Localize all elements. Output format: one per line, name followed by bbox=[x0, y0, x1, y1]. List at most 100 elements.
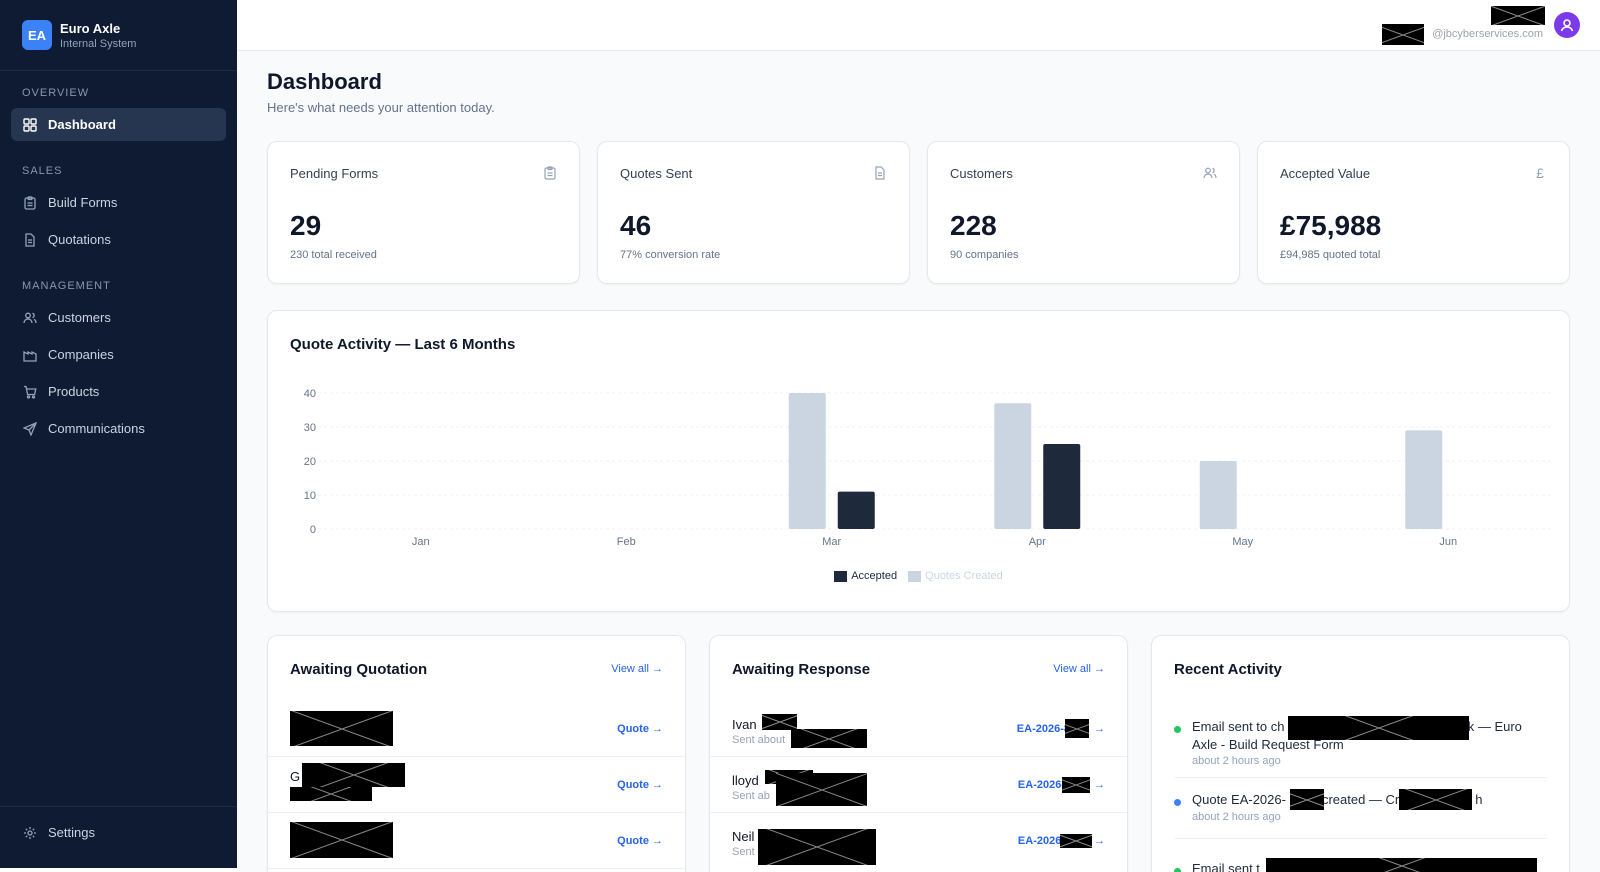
bar-quotes-created[interactable] bbox=[1405, 430, 1443, 529]
sidebar-item-label: Quotations bbox=[48, 232, 111, 247]
quote-activity-chart: 0 10 20 30 40 Jan Feb Mar Apr May Jun bbox=[304, 388, 1551, 548]
card-title: Recent Activity bbox=[1174, 661, 1282, 678]
redacted-email-prefix bbox=[1382, 24, 1424, 45]
y-tick-label: 20 bbox=[304, 456, 316, 468]
awaiting-quotation-card: Awaiting Quotation View all → s Quote → … bbox=[267, 635, 686, 872]
redacted-text bbox=[290, 822, 393, 858]
stat-card-pending-forms[interactable]: Pending Forms 29 230 total received bbox=[267, 141, 580, 284]
nav-section-overview: OVERVIEW bbox=[22, 87, 90, 99]
nav-section-management: MANAGEMENT bbox=[22, 280, 111, 292]
table-row[interactable]: Ivan Sent about EA-2026-8 → bbox=[710, 701, 1127, 757]
legend-swatch bbox=[834, 570, 848, 582]
building-icon bbox=[23, 350, 37, 362]
sidebar-item-label: Companies bbox=[48, 347, 114, 362]
stat-label: Quotes Sent bbox=[620, 166, 693, 181]
bar-accepted[interactable] bbox=[1043, 444, 1081, 529]
quote-link[interactable]: Quote → bbox=[617, 835, 663, 847]
table-row[interactable]: Quote → bbox=[268, 813, 685, 869]
quote-activity-chart-card: Quote Activity — Last 6 Months 0 10 20 30 40… bbox=[267, 310, 1570, 612]
sidebar: EA Euro Axle Internal System OVERVIEW Da… bbox=[0, 0, 237, 868]
stat-subtext: £94,985 quoted total bbox=[1280, 249, 1381, 261]
quote-link[interactable]: Quote → bbox=[617, 723, 663, 735]
redacted-text bbox=[1266, 858, 1537, 872]
row-name: Neil bbox=[732, 829, 755, 844]
clipboard-icon bbox=[544, 166, 556, 180]
sidebar-item-label: Build Forms bbox=[48, 195, 118, 210]
brand[interactable]: EA Euro Axle Internal System bbox=[0, 0, 237, 71]
sidebar-item-quotations[interactable]: Quotations bbox=[11, 223, 226, 256]
sidebar-item-products[interactable]: Products bbox=[11, 375, 226, 408]
quote-ref-link[interactable]: EA-2026- bbox=[1017, 835, 1065, 847]
x-tick-label: Feb bbox=[617, 536, 636, 548]
stat-card-accepted-value[interactable]: Accepted Value £ £75,988 £94,985 quoted … bbox=[1257, 141, 1570, 284]
grid-icon bbox=[23, 117, 37, 132]
chart-legend: Accepted Quotes Created bbox=[268, 570, 1569, 585]
view-all-link[interactable]: View all → bbox=[611, 663, 663, 675]
table-row[interactable]: Neil Sent EA-2026- → bbox=[710, 813, 1127, 869]
y-tick-label: 0 bbox=[310, 524, 316, 536]
document-icon bbox=[25, 232, 35, 247]
activity-text-mid: created — Cr bbox=[1321, 792, 1400, 807]
sidebar-item-label: Dashboard bbox=[48, 117, 116, 132]
gear-icon bbox=[24, 826, 36, 839]
arrow-right-icon[interactable]: → bbox=[1094, 723, 1105, 735]
card-title: Awaiting Quotation bbox=[290, 661, 428, 678]
quote-ref-link[interactable]: EA-2026-8 bbox=[1016, 723, 1070, 735]
activity-text: Email sent to ch uk — Euro Axle - Build R… bbox=[1192, 718, 1547, 754]
stat-subtext: 77% conversion rate bbox=[620, 249, 721, 261]
quote-link[interactable]: Quote → bbox=[617, 779, 663, 791]
sidebar-item-label: Customers bbox=[48, 310, 111, 325]
sidebar-item-companies[interactable]: Companies bbox=[11, 338, 226, 371]
redacted-text bbox=[302, 763, 405, 787]
quote-ref-link[interactable]: EA-2026- bbox=[1017, 779, 1065, 791]
bar-quotes-created[interactable] bbox=[994, 403, 1032, 529]
redacted-username bbox=[1491, 6, 1545, 25]
redacted-text bbox=[1290, 789, 1324, 810]
table-row[interactable]: lloyd Sent ab EA-2026- → bbox=[710, 757, 1127, 813]
status-dot bbox=[1174, 726, 1181, 733]
bar-accepted[interactable] bbox=[837, 491, 875, 529]
row-name: lloyd bbox=[732, 773, 759, 788]
redacted-text bbox=[758, 829, 876, 865]
user-email: @jbcyberservices.com bbox=[1432, 28, 1543, 40]
legend-label: Accepted bbox=[851, 570, 898, 582]
activity-item[interactable]: Email sent to ch uk — Euro Axle - Build R… bbox=[1174, 716, 1547, 778]
activity-item[interactable]: Email sent t bbox=[1174, 858, 1547, 872]
chart-title: Quote Activity — Last 6 Months bbox=[290, 336, 516, 353]
table-row[interactable]: s Quote → bbox=[268, 701, 685, 757]
row-subtext: Sent bbox=[732, 846, 755, 858]
bar-quotes-created[interactable] bbox=[788, 393, 826, 529]
brand-name: Euro Axle bbox=[60, 20, 121, 36]
stat-card-customers[interactable]: Customers 228 90 companies bbox=[927, 141, 1240, 284]
awaiting-response-card: Awaiting Response View all → Ivan Sent a… bbox=[709, 635, 1128, 872]
view-all-link[interactable]: View all → bbox=[1053, 663, 1105, 675]
arrow-right-icon[interactable]: → bbox=[1094, 835, 1105, 847]
top-bar: @jbcyberservices.com bbox=[237, 0, 1600, 51]
sidebar-item-settings[interactable]: Settings bbox=[11, 816, 226, 849]
sidebar-item-communications[interactable]: Communications bbox=[11, 412, 226, 445]
row-name: G bbox=[290, 769, 301, 784]
status-dot bbox=[1174, 868, 1181, 872]
arrow-right-icon[interactable]: → bbox=[1094, 779, 1105, 791]
stat-value: 46 bbox=[620, 210, 652, 241]
stat-card-quotes-sent[interactable]: Quotes Sent 46 77% conversion rate bbox=[597, 141, 910, 284]
sidebar-item-dashboard[interactable]: Dashboard bbox=[11, 108, 226, 141]
activity-text: Email sent t bbox=[1192, 861, 1260, 872]
activity-item[interactable]: Quote EA-2026- created — Cr h about 2 hour… bbox=[1174, 789, 1547, 839]
redacted-text bbox=[1399, 789, 1472, 810]
brand-logo: EA bbox=[22, 20, 52, 50]
avatar[interactable] bbox=[1554, 12, 1580, 38]
table-row[interactable]: G Quote → bbox=[268, 757, 685, 813]
card-title: Awaiting Response bbox=[732, 661, 871, 678]
sidebar-item-customers[interactable]: Customers bbox=[11, 301, 226, 334]
bar-quotes-created[interactable] bbox=[1199, 461, 1237, 529]
stat-subtext: 230 total received bbox=[290, 249, 377, 261]
users-icon bbox=[1203, 167, 1217, 179]
activity-text-end: uk — Euro Axle - Build Request Form bbox=[1192, 719, 1522, 752]
legend-item-accepted[interactable]: Accepted bbox=[834, 570, 897, 582]
redacted-text bbox=[1065, 719, 1089, 738]
document-icon bbox=[875, 166, 885, 180]
sidebar-item-build-forms[interactable]: Build Forms bbox=[11, 186, 226, 219]
activity-text-start: Quote EA-2026- bbox=[1192, 792, 1286, 807]
legend-item-quotes-created[interactable]: Quotes Created bbox=[908, 570, 1003, 582]
